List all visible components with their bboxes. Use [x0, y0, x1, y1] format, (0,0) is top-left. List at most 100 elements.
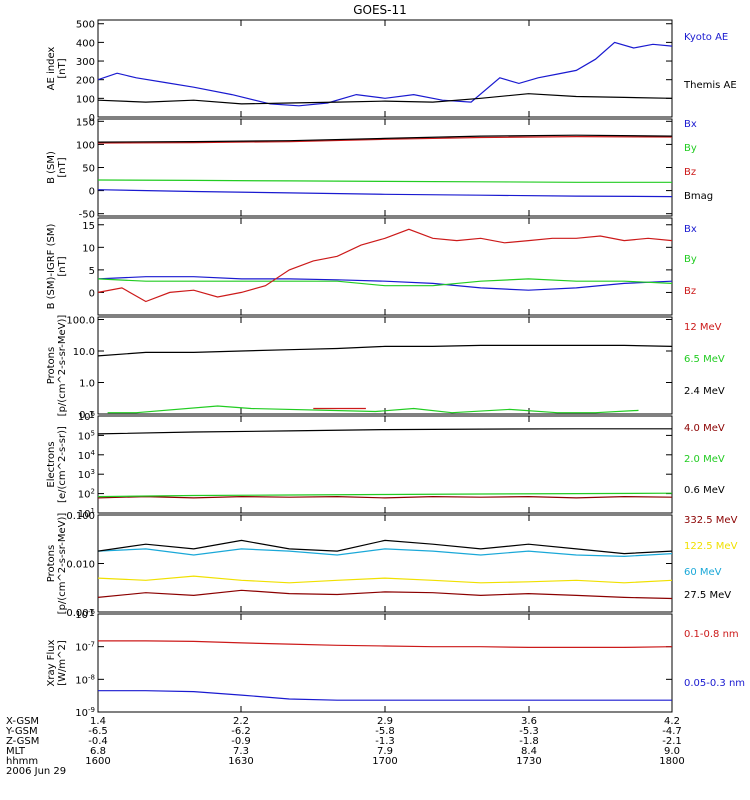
series-line-bmag	[97, 134, 673, 143]
y-tick-label: 0.100	[66, 511, 95, 522]
y-tick-label: 106	[78, 410, 96, 423]
x-tick-label: 6.8	[90, 746, 106, 757]
x-tick-label: 7.3	[233, 746, 249, 757]
series-line-bz	[97, 228, 673, 303]
series-line-0-05-0-3-nm	[98, 690, 672, 701]
panel-frame	[97, 316, 673, 415]
legend-entry: Kyoto AE	[684, 32, 728, 43]
legend-entry: Themis AE	[683, 80, 737, 91]
y-tick-label: 200	[76, 76, 95, 87]
x-row-label: X-GSM	[6, 716, 39, 727]
y-axis-label: [nT]	[57, 256, 68, 276]
series-line-332-5-mev	[97, 589, 673, 600]
y-tick-label: 102	[78, 488, 95, 501]
legend-entry: 27.5 MeV	[684, 590, 731, 601]
y-tick-label: 0	[89, 187, 95, 198]
y-tick-label: 10-7	[75, 641, 95, 654]
legend-entry: 60 MeV	[684, 567, 722, 578]
x-tick-label: 4.2	[664, 716, 680, 727]
series-line-60-mev	[97, 548, 673, 558]
y-tick-label: 0	[89, 113, 95, 124]
y-tick-label: 10.0	[73, 347, 95, 358]
legend-entry: 332.5 MeV	[684, 515, 738, 526]
y-tick-label: 500	[76, 20, 95, 31]
y-tick-label: 100	[76, 94, 95, 105]
y-tick-label: 10-8	[75, 673, 95, 686]
y-tick-label: 104	[78, 449, 96, 462]
y-tick-label: 100	[76, 140, 95, 151]
series-line-by	[97, 278, 673, 287]
series-line-27-5-mev	[97, 539, 673, 555]
x-tick-label: -0.9	[231, 736, 251, 747]
x-tick-label: 3.6	[521, 716, 537, 727]
x-tick-label: 1630	[228, 756, 253, 767]
x-tick-label: 9.0	[664, 746, 680, 757]
panel-3: 0 5 10 15 B (SM)-IGRF (SM) [nT] Bx By Bz	[46, 217, 697, 316]
y-tick-label: 105	[78, 429, 95, 442]
series-line-4-0-mev	[97, 495, 673, 499]
legend-entry: By	[684, 254, 697, 265]
x-row-label: MLT	[6, 746, 26, 757]
legend-entry: Bx	[684, 119, 697, 130]
y-tick-label: 103	[78, 468, 95, 481]
x-row-label: hhmm	[6, 756, 38, 767]
y-tick-label: 0	[89, 288, 95, 299]
y-tick-label: 1.0	[79, 378, 95, 389]
series-line-6-5-mev	[107, 405, 639, 414]
y-tick-label: 0.010	[66, 560, 95, 571]
legend-entry: 2.4 MeV	[684, 386, 725, 397]
panel-frame	[97, 118, 673, 217]
x-tick-label: -2.1	[662, 736, 682, 747]
legend-entry: 6.5 MeV	[684, 354, 725, 365]
legend-entry: 0.1-0.8 nm	[684, 629, 739, 640]
x-tick-label: -1.8	[519, 736, 539, 747]
legend-entry: Bmag	[684, 191, 713, 202]
footer-date: 2006 Jun 29	[6, 766, 66, 777]
legend-entry: 0.6 MeV	[684, 485, 725, 496]
series-line-bx	[97, 276, 673, 291]
x-row-label: Z-GSM	[6, 736, 39, 747]
x-tick-label: -6.5	[88, 726, 108, 737]
legend-entry: 12 MeV	[684, 322, 722, 333]
x-tick-label: 1730	[516, 756, 541, 767]
panel-2: -50 0 50 100 150 B (SM) [nT] Bx By Bz Bmag	[46, 117, 713, 220]
panel-frame	[97, 613, 673, 713]
series-line-0-1-0-8-nm	[98, 640, 673, 649]
legend-entry: By	[684, 143, 697, 154]
legend-entry: 2.0 MeV	[684, 454, 725, 465]
y-tick-label: 15	[82, 221, 95, 232]
legend-entry: 4.0 MeV	[684, 423, 725, 434]
y-tick-label: 5	[89, 266, 95, 277]
y-axis-label: Electrons	[46, 441, 57, 487]
x-tick-label: -4.7	[662, 726, 682, 737]
panel-6: 0.001 0.010 0.100 Protons [p/(cm^2-s-sr-MeV)…	[46, 511, 738, 619]
y-axis-label: [p/(cm^2-s-sr-MeV)]	[57, 315, 68, 417]
x-tick-label: -1.3	[375, 736, 395, 747]
series-line-themis-ae	[97, 93, 673, 105]
legend-entry: Bz	[684, 167, 696, 178]
y-axis-label: [W/m^2]	[57, 640, 68, 686]
x-tick-label: -5.3	[519, 726, 539, 737]
y-tick-label: 100.0	[66, 315, 95, 326]
series-line-122-5-mev	[97, 575, 673, 584]
x-tick-label: 1800	[659, 756, 684, 767]
series-line-by	[97, 179, 672, 183]
x-tick-label: 8.4	[521, 746, 537, 757]
x-tick-label: 2.9	[377, 716, 393, 727]
series-line-0-6-mev	[97, 428, 672, 435]
y-tick-label: 10-6	[75, 608, 95, 621]
panel-4: 0.1 1.0 10.0 100.0 Protons [p/(cm^2-s-sr-MeV)…	[46, 315, 725, 421]
y-axis-label: [e/(cm^2-s-sr)]	[57, 426, 68, 503]
series-line-2-4-mev	[97, 344, 673, 357]
y-tick-label: 10	[82, 243, 95, 254]
series-line-bz	[97, 135, 673, 144]
series-line-bx	[97, 189, 673, 198]
panel-frame	[97, 19, 673, 118]
panel-1: 0 100 200 300 400 500 AE index [nT] Kyoto AE Them…	[46, 19, 737, 124]
y-axis-label: [nT]	[57, 157, 68, 177]
y-axis-label: [p/(cm^2-s-sr-MeV)]	[57, 513, 68, 615]
y-axis-label: Protons	[46, 347, 57, 384]
series-line-2-0-mev	[97, 492, 673, 498]
y-axis-label: B (SM)	[46, 151, 57, 184]
